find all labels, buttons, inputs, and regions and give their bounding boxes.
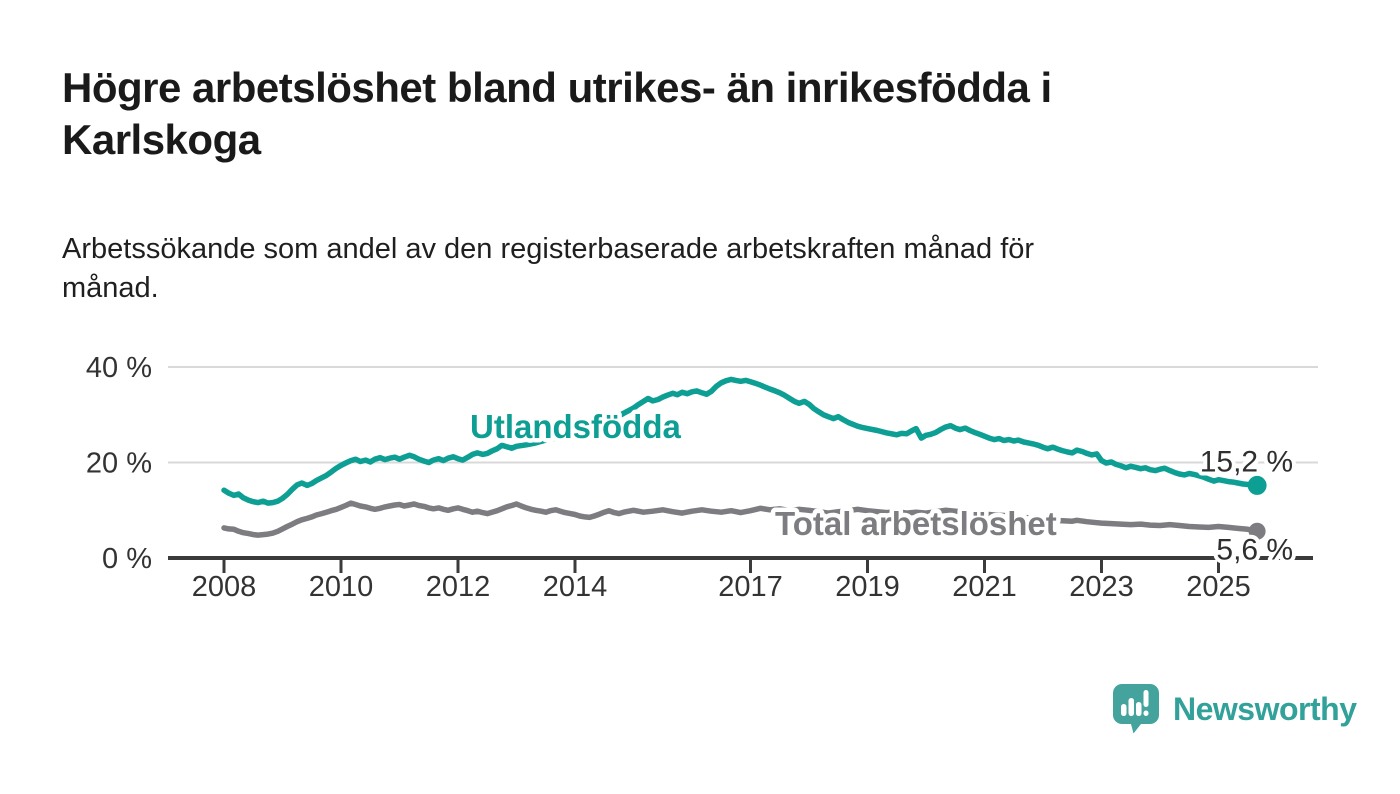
- series-end-label-total: 5,6 %: [1216, 533, 1293, 566]
- x-tick-label: 2023: [1069, 571, 1134, 603]
- y-tick-label: 20 %: [86, 448, 152, 480]
- x-tick-label: 2021: [952, 571, 1017, 603]
- chart-title: Högre arbetslöshet bland utrikes- än inr…: [62, 64, 1052, 163]
- x-tick-label: 2014: [543, 571, 608, 603]
- logo-exclamation-dot: [1143, 710, 1149, 716]
- brand-footer: Newsworthy: [1112, 683, 1357, 735]
- logo-exclamation-bar: [1143, 690, 1149, 707]
- series-label-utlandsfodda: Utlandsfödda: [470, 408, 681, 445]
- y-tick-label: 0 %: [102, 543, 152, 575]
- logo-bar-3: [1136, 702, 1142, 716]
- chart-subtitle: Arbetssökande som andel av den registerb…: [62, 233, 1035, 304]
- x-tick-label: 2025: [1186, 571, 1251, 603]
- series-line-utlandsfodda: [221, 376, 1260, 506]
- x-tick-label: 2019: [835, 571, 900, 603]
- series-label-total: Total arbetslöshet: [775, 505, 1057, 542]
- x-tick-label: 2012: [426, 571, 491, 603]
- x-tick-label: 2010: [309, 571, 374, 603]
- series-end-dot-total: [1248, 522, 1266, 540]
- series-end-label-utlandsfodda: 15,2 %: [1200, 445, 1293, 478]
- x-tick-label: 2008: [192, 571, 257, 603]
- logo-bar-1: [1121, 704, 1127, 716]
- newsworthy-logo-icon: [1113, 684, 1159, 734]
- brand-name: Newsworthy: [1173, 690, 1357, 727]
- x-tick-label: 2017: [718, 571, 783, 603]
- series-line-total: [221, 500, 1260, 538]
- series-end-dot-utlandsfodda: [1247, 475, 1267, 495]
- y-tick-label: 40 %: [86, 352, 152, 384]
- line-chart: 2008 2010 2012 2014 2017 2019 2021 2023 2025 0 % 2…: [86, 352, 1318, 603]
- logo-bar-2: [1128, 698, 1134, 716]
